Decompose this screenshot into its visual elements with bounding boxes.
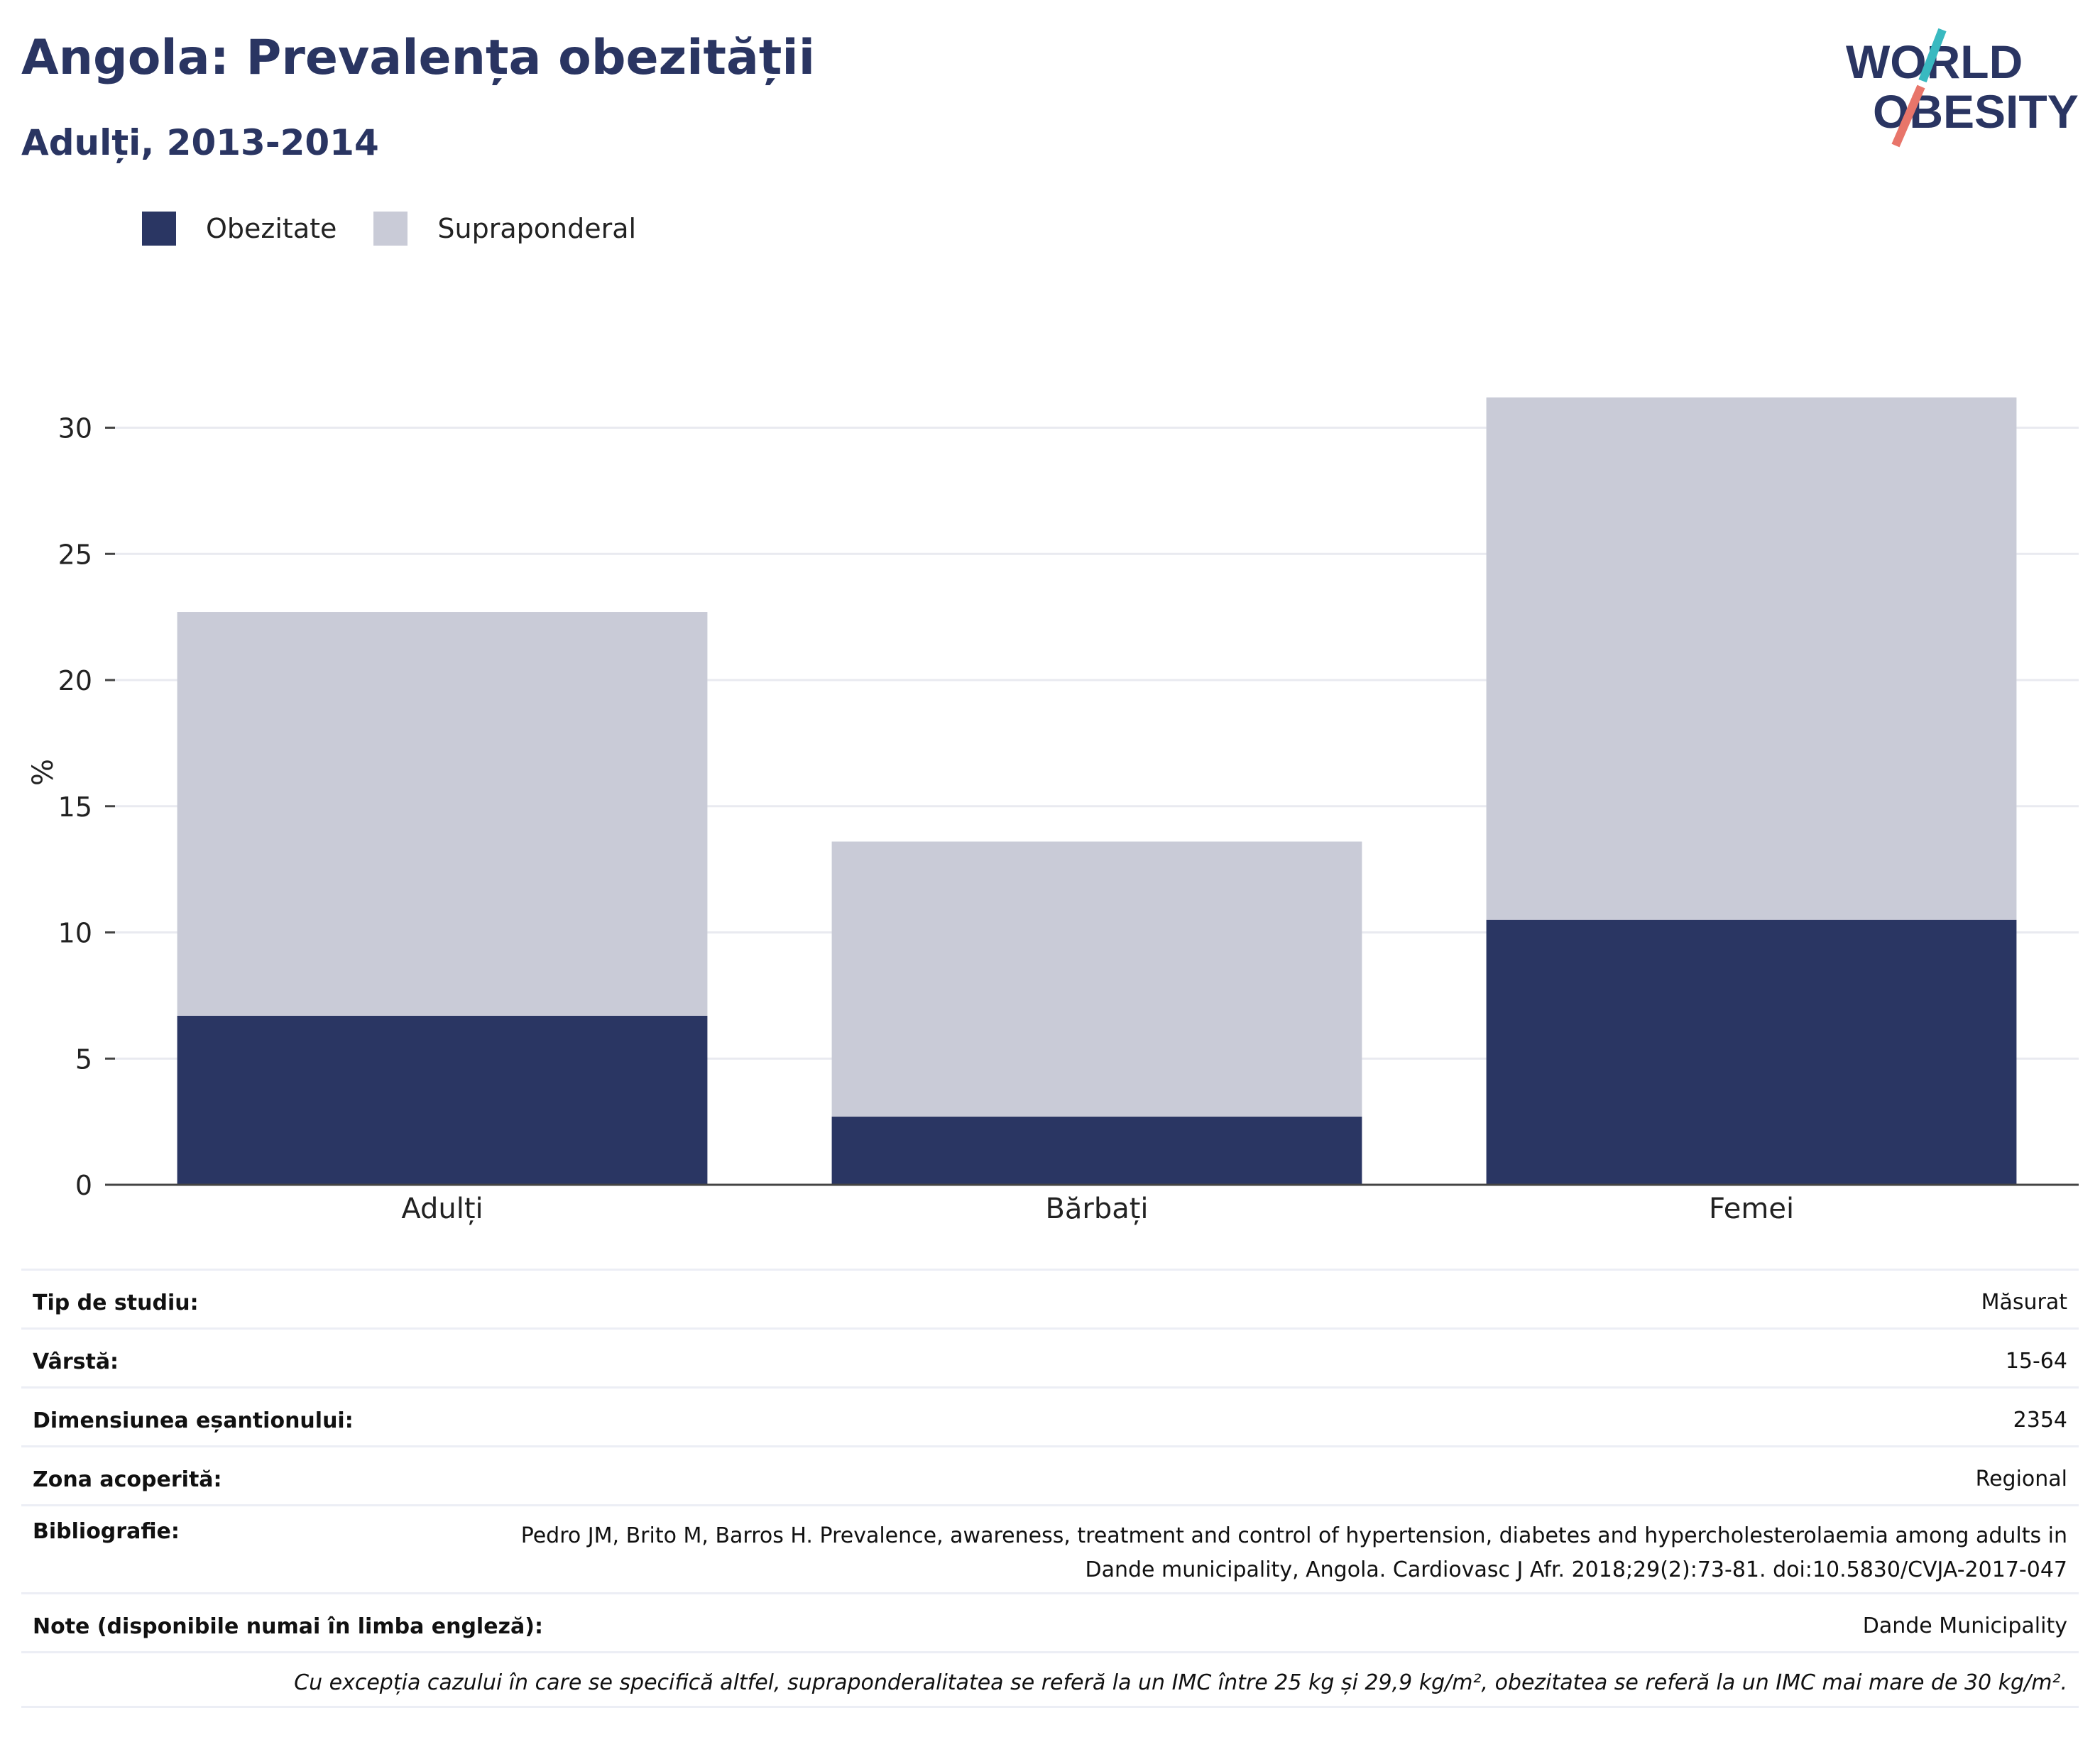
logo-slash-red bbox=[1891, 84, 1925, 148]
bars bbox=[177, 397, 2017, 1185]
bar-supraponderal-3 bbox=[1486, 397, 2017, 920]
x-tick-label: Femei bbox=[1709, 1193, 1794, 1225]
meta-row-study-type: Tip de studiu: Măsurat bbox=[21, 1269, 2079, 1327]
meta-value: Măsurat bbox=[1981, 1290, 2067, 1315]
bar-supraponderal-1 bbox=[177, 612, 708, 1016]
legend-label-obezitate: Obezitate bbox=[206, 213, 337, 244]
meta-value: 15-64 bbox=[2005, 1349, 2067, 1374]
y-tick-labels: 0 5 10 15 20 25 30 bbox=[58, 413, 115, 1201]
bar-supraponderal-2 bbox=[831, 841, 1362, 1117]
y-tick-label: 20 bbox=[58, 665, 92, 696]
metadata-table: Tip de studiu: Măsurat Vârstă: 15-64 Dim… bbox=[21, 1269, 2079, 1708]
bar-obezitate-2 bbox=[831, 1117, 1362, 1185]
world-obesity-logo: WORLD OBESITY bbox=[1846, 28, 2079, 148]
legend-label-supraponderal: Supraponderal bbox=[437, 213, 637, 244]
legend-swatch-obezitate bbox=[142, 212, 176, 246]
meta-key: Note (disponibile numai în limba engleză… bbox=[33, 1614, 543, 1639]
footnote: Cu excepția cazului în care se specifică… bbox=[21, 1651, 2079, 1708]
y-tick-label: 10 bbox=[58, 918, 92, 949]
x-tick-labels: Adulți Bărbați Femei bbox=[401, 1193, 1794, 1225]
meta-key: Vârstă: bbox=[33, 1349, 119, 1374]
y-tick-label: 5 bbox=[75, 1044, 92, 1075]
chart-title: Angola: Prevalența obezității bbox=[21, 30, 816, 86]
y-tick-label: 0 bbox=[75, 1170, 92, 1201]
x-tick-label: Bărbați bbox=[1045, 1193, 1148, 1225]
legend: Obezitate Supraponderal bbox=[142, 212, 673, 246]
x-tick-label: Adulți bbox=[401, 1193, 483, 1225]
meta-key: Bibliografie: bbox=[33, 1519, 180, 1544]
meta-row-area: Zona acoperită: Regional bbox=[21, 1445, 2079, 1504]
legend-swatch-supraponderal bbox=[373, 212, 408, 246]
meta-key: Dimensiunea eșantionului: bbox=[33, 1408, 354, 1433]
bar-obezitate-1 bbox=[177, 1015, 708, 1185]
bar-obezitate-3 bbox=[1486, 919, 2017, 1185]
meta-value: 2354 bbox=[2013, 1408, 2067, 1433]
logo-slash-teal bbox=[1918, 28, 1947, 83]
meta-key: Zona acoperită: bbox=[33, 1467, 222, 1492]
meta-row-sample-size: Dimensiunea eșantionului: 2354 bbox=[21, 1386, 2079, 1445]
meta-row-bibliography: Bibliografie: Pedro JM, Brito M, Barros … bbox=[21, 1504, 2079, 1592]
stacked-bar-chart: 0 5 10 15 20 25 30 Adulți Bărbați Femei % bbox=[27, 397, 2079, 1225]
meta-row-notes: Note (disponibile numai în limba engleză… bbox=[21, 1592, 2079, 1651]
y-axis-label: % bbox=[27, 759, 60, 786]
meta-key: Tip de studiu: bbox=[33, 1291, 199, 1315]
y-tick-label: 25 bbox=[58, 539, 92, 570]
meta-row-age: Vârstă: 15-64 bbox=[21, 1327, 2079, 1386]
meta-value: Regional bbox=[1975, 1467, 2067, 1491]
y-tick-label: 30 bbox=[58, 413, 92, 444]
y-tick-label: 15 bbox=[58, 792, 92, 823]
chart-subtitle: Adulți, 2013-2014 bbox=[21, 122, 379, 163]
meta-value: Pedro JM, Brito M, Barros H. Prevalence,… bbox=[520, 1523, 2067, 1582]
meta-value: Dande Municipality bbox=[1862, 1614, 2067, 1638]
